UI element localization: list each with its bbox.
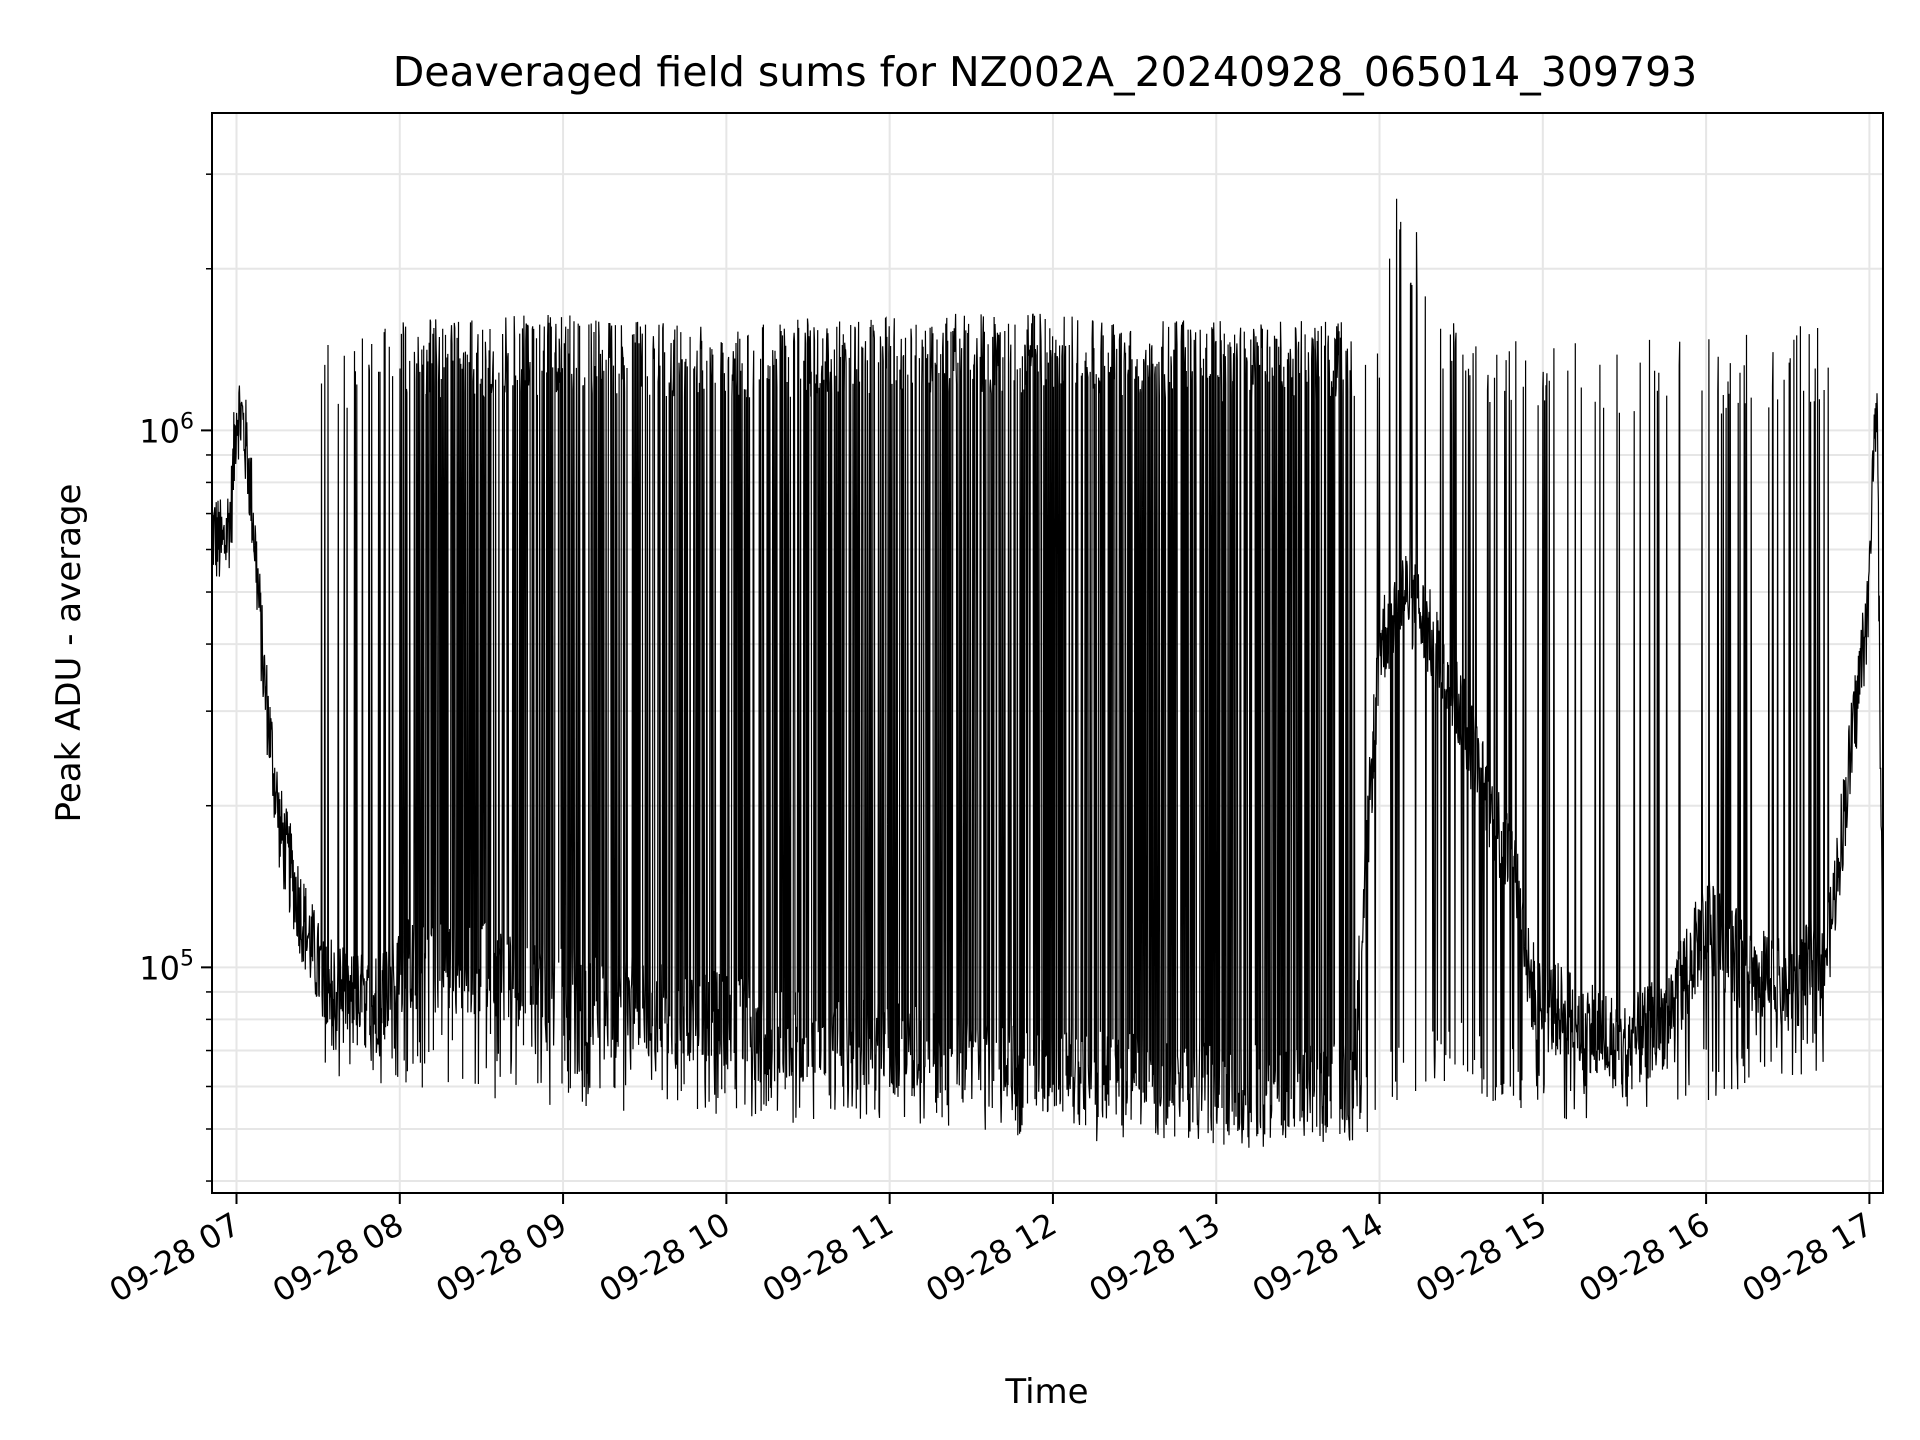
x-axis-label: Time (1004, 1372, 1088, 1412)
y-tick-label: 105 (139, 946, 194, 987)
y-axis: 105 106 (139, 173, 212, 1182)
plot-frame (211, 112, 1884, 1194)
y-axis-label: Peak ADU - average (49, 484, 89, 823)
data-group (211, 198, 1884, 1148)
series-line (211, 198, 1884, 1148)
chart-title: Deaveraged field sums for NZ002A_2024092… (393, 48, 1698, 96)
y-tick-label: 106 (139, 409, 194, 450)
